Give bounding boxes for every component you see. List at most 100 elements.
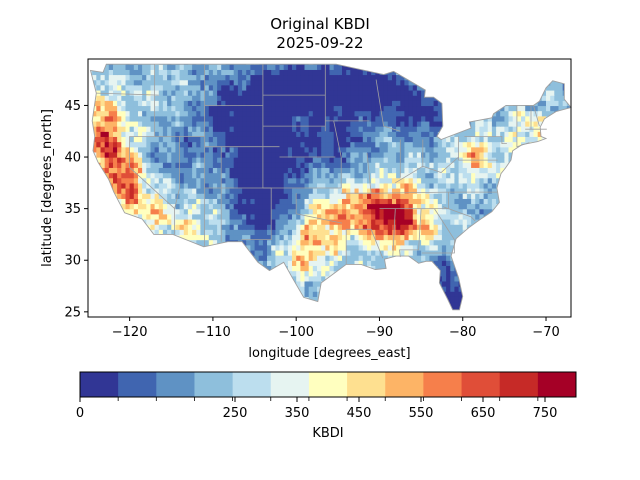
- kbdi-cell: [496, 131, 501, 137]
- kbdi-cell: [367, 260, 372, 266]
- kbdi-cell: [325, 244, 331, 251]
- kbdi-cell: [125, 115, 131, 122]
- kbdi-cell: [404, 208, 410, 215]
- kbdi-cell: [304, 286, 310, 292]
- kbdi-cell: [475, 136, 480, 143]
- kbdi-cell: [246, 110, 251, 117]
- kbdi-cell: [138, 162, 143, 168]
- kbdi-cell: [258, 234, 264, 241]
- kbdi-cell: [400, 146, 406, 153]
- kbdi-cell: [258, 177, 264, 184]
- kbdi-cell: [250, 110, 256, 117]
- kbdi-cell: [146, 162, 152, 168]
- kbdi-cell: [217, 208, 222, 215]
- kbdi-cell: [292, 275, 297, 282]
- kbdi-cell: [187, 224, 193, 230]
- kbdi-cell: [250, 141, 256, 148]
- kbdi-cell: [354, 234, 360, 241]
- kbdi-cell: [104, 151, 110, 158]
- kbdi-cell: [491, 167, 497, 174]
- kbdi-cell: [312, 203, 318, 210]
- kbdi-cell: [258, 239, 264, 246]
- kbdi-cell: [387, 105, 393, 112]
- kbdi-cell: [96, 120, 102, 127]
- kbdi-cell: [546, 100, 551, 107]
- kbdi-cell: [217, 203, 222, 210]
- kbdi-cell: [92, 110, 97, 117]
- kbdi-cell: [317, 182, 322, 189]
- kbdi-cell: [379, 131, 385, 137]
- kbdi-cell: [500, 110, 505, 117]
- kbdi-cell: [254, 234, 260, 241]
- kbdi-cell: [250, 115, 256, 122]
- kbdi-cell: [367, 141, 372, 148]
- kbdi-cell: [308, 151, 314, 158]
- kbdi-cell: [425, 203, 431, 210]
- kbdi-cell: [387, 177, 393, 184]
- kbdi-cell: [254, 249, 260, 256]
- kbdi-cell: [375, 151, 381, 158]
- kbdi-cell: [171, 182, 177, 189]
- kbdi-cell: [258, 219, 264, 225]
- kbdi-cell: [200, 219, 206, 225]
- kbdi-cell: [346, 229, 351, 236]
- kbdi-cell: [187, 95, 193, 101]
- kbdi-cell: [204, 188, 210, 194]
- kbdi-cell: [237, 136, 243, 143]
- kbdi-cell: [400, 172, 406, 179]
- kbdi-cell: [271, 141, 276, 148]
- kbdi-cell: [371, 151, 376, 158]
- kbdi-cell: [329, 219, 335, 225]
- kbdi-cell: [450, 193, 456, 199]
- kbdi-cell: [429, 167, 435, 174]
- kbdi-cell: [441, 141, 447, 148]
- kbdi-cell: [283, 219, 289, 225]
- kbdi-cell: [167, 105, 172, 112]
- kbdi-cell: [383, 95, 389, 101]
- kbdi-cell: [337, 203, 343, 210]
- kbdi-cell: [496, 126, 501, 132]
- kbdi-cell: [354, 162, 360, 168]
- kbdi-cell: [487, 203, 493, 210]
- kbdi-cell: [221, 172, 226, 179]
- kbdi-cell: [317, 286, 322, 292]
- kbdi-cell: [212, 151, 218, 158]
- kbdi-cell: [371, 95, 376, 101]
- kbdi-cell: [333, 249, 339, 256]
- kbdi-cell: [433, 229, 439, 236]
- kbdi-cell: [496, 120, 501, 127]
- kbdi-cell: [479, 203, 485, 210]
- kbdi-cell: [325, 95, 331, 101]
- kbdi-cell: [454, 306, 460, 310]
- kbdi-cell: [329, 100, 335, 107]
- kbdi-cell: [446, 265, 451, 272]
- kbdi-cell: [258, 260, 264, 266]
- kbdi-cell: [387, 193, 393, 199]
- kbdi-cell: [304, 110, 310, 117]
- kbdi-cell: [312, 177, 318, 184]
- kbdi-cell: [454, 188, 460, 194]
- kbdi-cell: [275, 100, 281, 107]
- kbdi-cell: [254, 213, 260, 220]
- kbdi-cell: [208, 239, 214, 246]
- kbdi-cell: [437, 239, 443, 246]
- kbdi-cell: [416, 146, 422, 153]
- kbdi-cell: [296, 234, 301, 241]
- kbdi-cell: [354, 239, 360, 246]
- kbdi-cell: [383, 177, 389, 184]
- kbdi-cell: [550, 100, 555, 107]
- kbdi-cell: [125, 208, 131, 215]
- kbdi-cell: [279, 100, 285, 107]
- kbdi-cell: [117, 131, 122, 137]
- kbdi-cell: [192, 239, 197, 246]
- kbdi-cell: [121, 177, 127, 184]
- kbdi-cell: [379, 229, 385, 236]
- kbdi-cell: [329, 131, 335, 137]
- kbdi-cell: [121, 188, 127, 194]
- kbdi-cell: [129, 203, 135, 210]
- kbdi-cell: [204, 219, 210, 225]
- kbdi-cell: [500, 115, 505, 122]
- kbdi-cell: [392, 136, 397, 143]
- kbdi-cell: [446, 260, 451, 266]
- kbdi-cell: [396, 234, 401, 241]
